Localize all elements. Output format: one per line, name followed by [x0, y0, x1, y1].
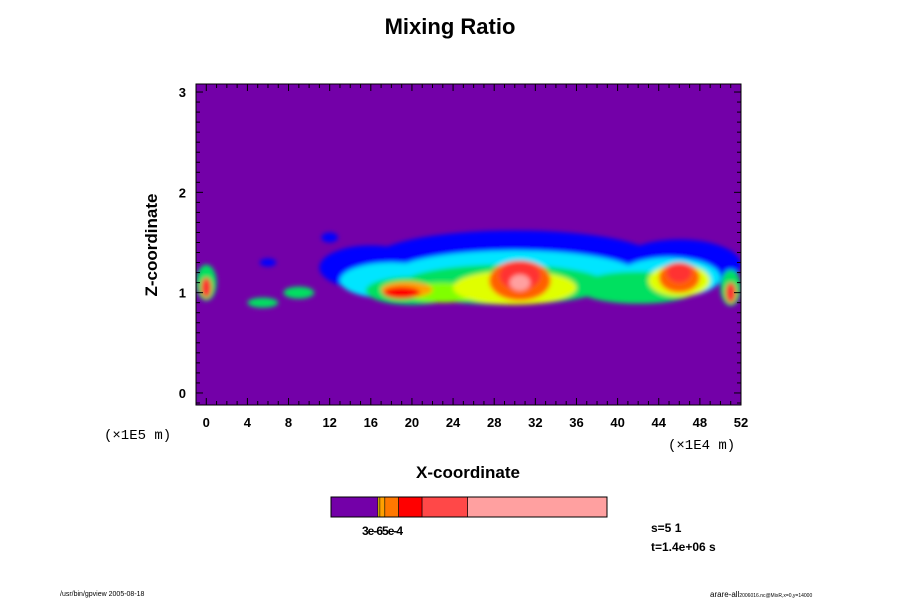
- y-tick-label: 2: [179, 185, 186, 200]
- chart-title: Mixing Ratio: [384, 14, 516, 39]
- y-tick-label: 3: [179, 85, 186, 100]
- field-blob-25: [259, 258, 277, 267]
- field-layer: [196, 230, 741, 308]
- y-tick-label: 1: [179, 286, 186, 301]
- field-blob-17: [666, 262, 692, 283]
- colorbar-segment-0: [330, 496, 379, 518]
- x-scale-note: (×1E4 m): [668, 438, 735, 454]
- field-blob-26: [321, 232, 338, 243]
- x-tick-label: 0: [203, 415, 210, 430]
- field-blob-15: [383, 286, 421, 299]
- x-tick-label: 44: [652, 415, 667, 430]
- x-tick-label: 32: [528, 415, 542, 430]
- x-tick-label: 28: [487, 415, 501, 430]
- tick-layer: [195, 84, 742, 405]
- x-tick-label: 12: [322, 415, 336, 430]
- y-tick-label: 0: [179, 386, 186, 401]
- x-tick-label: 4: [244, 415, 252, 430]
- y-axis-title: Z-coordinate: [142, 194, 161, 297]
- colorbar: [330, 496, 608, 518]
- footer-right-sub: 2006016.nc@MixR,x=0,y=14000: [739, 593, 813, 599]
- colorbar-segment-6: [467, 496, 608, 518]
- colorbar-segment-2: [379, 496, 386, 518]
- x-tick-label: 20: [405, 415, 419, 430]
- info-t: t=1.4e+06 s: [651, 540, 716, 554]
- colorbar-frame: [330, 496, 608, 518]
- footer-right-main: arare-all: [710, 590, 740, 599]
- x-tick-label: 16: [364, 415, 378, 430]
- field-blob-20: [201, 277, 212, 298]
- colorbar-segment-5: [421, 496, 468, 518]
- x-tick-label: 24: [446, 415, 461, 430]
- x-tick-label: 52: [734, 415, 748, 430]
- plot-frame: [195, 83, 742, 406]
- field-blob-22: [725, 282, 736, 303]
- colorbar-segment-4: [398, 496, 423, 518]
- field-blob-24: [283, 286, 315, 299]
- y-scale-note: (×1E5 m): [104, 428, 171, 444]
- x-axis-title: X-coordinate: [416, 463, 520, 482]
- field-blob-18: [509, 274, 531, 291]
- colorbar-segment-3: [384, 496, 399, 518]
- info-s: s=5 1: [651, 521, 682, 535]
- field-blob-23: [247, 297, 279, 308]
- x-tick-label: 36: [569, 415, 583, 430]
- colorbar-label: 3e-65e-4: [362, 524, 403, 538]
- footer-left: /usr/bin/gpview 2005-08-18: [60, 591, 145, 598]
- x-tick-label: 8: [285, 415, 292, 430]
- x-tick-label: 40: [610, 415, 624, 430]
- footer-right: arare-all2006016.nc@MixR,x=0,y=14000: [710, 590, 812, 599]
- x-tick-label: 48: [693, 415, 707, 430]
